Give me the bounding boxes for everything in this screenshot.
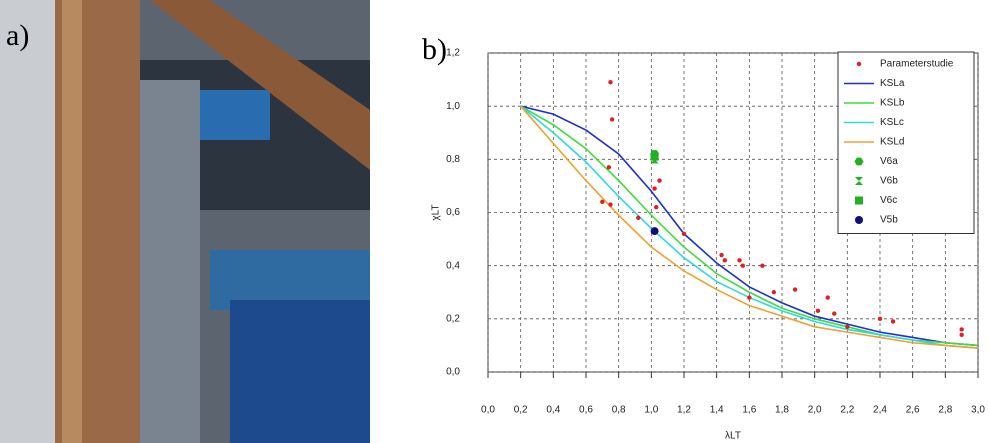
photo-column-highlight bbox=[62, 0, 82, 443]
data-point bbox=[825, 295, 830, 300]
x-tick-label: 2,8 bbox=[938, 405, 952, 416]
legend-label: KSLb bbox=[880, 98, 905, 109]
data-point bbox=[959, 327, 964, 332]
x-tick-label: 1,0 bbox=[644, 405, 658, 416]
legend-swatch bbox=[855, 177, 863, 185]
legend-swatch bbox=[854, 157, 864, 166]
legend-label: KSLa bbox=[880, 78, 905, 89]
data-point bbox=[681, 231, 687, 236]
data-point bbox=[747, 295, 752, 300]
legend-label: KSLd bbox=[880, 137, 904, 148]
data-point bbox=[792, 287, 798, 292]
data-point bbox=[760, 263, 765, 268]
data-point bbox=[815, 308, 821, 314]
y-tick-label: 0,0 bbox=[446, 367, 460, 378]
y-tick-label: 1,0 bbox=[446, 101, 460, 112]
panel-label: a) bbox=[6, 19, 29, 52]
data-point bbox=[719, 252, 724, 258]
legend-swatch bbox=[855, 196, 863, 205]
y-tick-label: 0,6 bbox=[446, 207, 460, 218]
data-point bbox=[722, 258, 728, 263]
x-axis-label: λLT bbox=[725, 431, 741, 442]
data-point bbox=[877, 316, 883, 322]
x-tick-label: 0,6 bbox=[579, 405, 593, 416]
data-point bbox=[657, 178, 662, 183]
x-tick-label: 0,2 bbox=[514, 405, 528, 416]
x-tick-label: 2,4 bbox=[873, 405, 887, 416]
data-point bbox=[606, 165, 612, 170]
chart: 0,0 0,2 0,4 0,6 0,8 1,0 1,2 1,4 1,6 1,8 2,0 2,2 2,4 2… bbox=[431, 48, 986, 442]
curve bbox=[520, 105, 979, 347]
legend-label: V6c bbox=[880, 195, 897, 206]
x-tick-label: 0,4 bbox=[546, 405, 560, 416]
photo-blue-box bbox=[200, 90, 270, 140]
y-axis-label: χLT bbox=[431, 204, 442, 220]
data-point bbox=[737, 258, 742, 263]
y-tick-label: 0,8 bbox=[446, 154, 460, 165]
legend-label: KSLc bbox=[880, 117, 904, 128]
panel-label: b) bbox=[422, 33, 447, 66]
x-tick-label: 2,6 bbox=[906, 405, 920, 416]
x-tick-label: 2,2 bbox=[840, 405, 854, 416]
y-tick-label: 0,4 bbox=[446, 260, 460, 271]
data-point bbox=[636, 215, 641, 221]
legend-label: Parameterstudie bbox=[880, 59, 954, 70]
data-point bbox=[652, 186, 657, 191]
data-point bbox=[740, 263, 745, 268]
x-tick-label: 3,0 bbox=[971, 405, 985, 416]
x-tick-label: 0,0 bbox=[481, 405, 495, 416]
data-point bbox=[608, 202, 613, 207]
data-point bbox=[890, 319, 896, 324]
x-tick-label: 1,8 bbox=[775, 405, 789, 416]
legend-label: V5b bbox=[880, 215, 898, 226]
x-tick-label: 1,6 bbox=[742, 405, 756, 416]
data-point bbox=[832, 311, 837, 316]
legend-label: V6a bbox=[880, 156, 898, 167]
x-tick-label: 0,8 bbox=[612, 405, 626, 416]
legend-label: V6b bbox=[880, 176, 898, 187]
data-point bbox=[600, 199, 605, 205]
photo: a) bbox=[0, 0, 370, 443]
legend-swatch bbox=[855, 216, 863, 224]
data-point bbox=[650, 227, 659, 236]
photo-diagonal-beam bbox=[150, 0, 370, 170]
data-point bbox=[845, 324, 850, 330]
x-tick-label: 1,4 bbox=[710, 405, 724, 416]
x-tick-label: 1,2 bbox=[677, 405, 691, 416]
photo-wall bbox=[0, 0, 55, 443]
data-point bbox=[771, 290, 777, 295]
data-point bbox=[959, 332, 964, 337]
x-tick-label: 2,0 bbox=[808, 405, 822, 416]
y-tick-label: 1,2 bbox=[446, 48, 460, 59]
data-point bbox=[654, 204, 659, 210]
photo-plate bbox=[140, 80, 200, 443]
data-point bbox=[609, 117, 615, 122]
curve bbox=[520, 105, 979, 349]
photo-blue-cabinet bbox=[230, 300, 370, 443]
data-point bbox=[650, 152, 659, 161]
legend-swatch bbox=[856, 61, 862, 67]
y-tick-label: 0,2 bbox=[446, 313, 460, 324]
data-point bbox=[608, 80, 613, 85]
